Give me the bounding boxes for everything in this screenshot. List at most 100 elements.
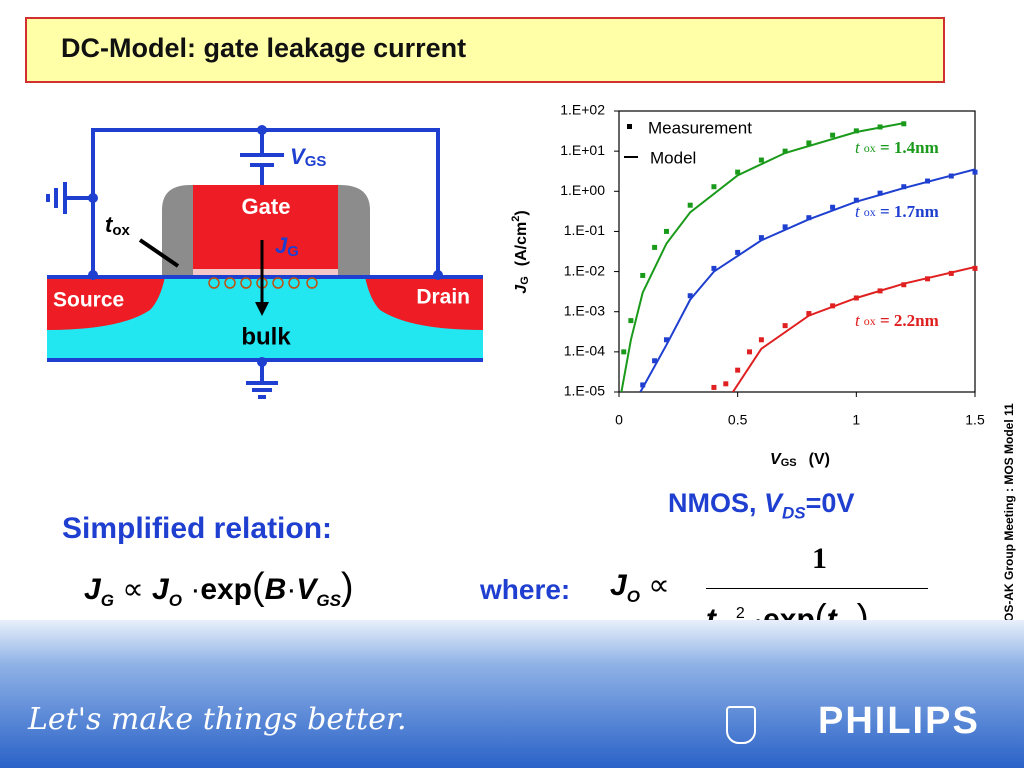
brand: PHILIPS xyxy=(818,700,980,742)
electron xyxy=(208,277,220,289)
y-tick-label: 1.E-04 xyxy=(564,343,605,359)
f-op: · xyxy=(190,573,201,606)
measurement-point xyxy=(758,337,764,343)
series-label-sub: ox xyxy=(864,205,876,219)
f2-op: ∝ xyxy=(648,569,670,602)
tox-t: t xyxy=(105,212,114,237)
source-region xyxy=(47,277,165,330)
measurement-point xyxy=(735,169,741,175)
measurement-point xyxy=(782,224,788,230)
x-tick-label: 1 xyxy=(852,412,860,428)
measurement-point xyxy=(877,124,883,130)
f-paren: ( xyxy=(252,566,265,608)
measurement-point xyxy=(640,272,646,278)
node xyxy=(88,193,98,203)
measurement-point xyxy=(621,349,627,355)
measurement-point xyxy=(830,303,836,309)
f2-num: 1 xyxy=(812,542,827,575)
legend-label: Measurement xyxy=(648,118,752,137)
node xyxy=(433,270,443,280)
vgs-label: VGS xyxy=(290,144,326,170)
footer: Let's make things better. PHILIPS xyxy=(0,620,1024,768)
electron xyxy=(272,277,284,289)
measurement-point xyxy=(687,293,693,299)
measurement-point xyxy=(782,323,788,329)
measurement-point xyxy=(652,358,658,364)
measurement-point xyxy=(948,173,954,179)
measurement-point xyxy=(747,349,753,355)
measurement-point xyxy=(901,121,907,127)
model-line xyxy=(620,122,904,392)
measurement-point xyxy=(711,265,717,271)
series-label-t: t xyxy=(855,311,861,330)
measurement-point xyxy=(853,197,859,203)
side-note: MOS-AK Group Meeting : MOS Model 11 xyxy=(1002,403,1016,632)
measurement-point xyxy=(687,202,693,208)
series-label-value: = 1.4nm xyxy=(876,138,939,157)
f2-sym: J xyxy=(610,569,627,602)
f-sub: G xyxy=(100,591,114,610)
measurement-point xyxy=(711,184,717,190)
plot-frame xyxy=(618,110,976,393)
series-label: t ox = 1.4nm xyxy=(855,138,939,157)
tox-pointer xyxy=(138,238,180,268)
drain-label: Drain xyxy=(416,286,470,309)
vgs-sub: GS xyxy=(305,153,327,170)
measurement-point xyxy=(663,337,669,343)
vgs-v: V xyxy=(290,144,307,169)
measurement-point xyxy=(735,367,741,373)
bulk-label: bulk xyxy=(241,323,291,350)
f-sub: O xyxy=(168,591,182,610)
f-sym: J xyxy=(84,573,101,606)
f2-sym: t xyxy=(827,603,837,636)
measurement-point xyxy=(782,148,788,154)
source-label: Source xyxy=(53,289,124,312)
f-func: exp xyxy=(200,573,253,606)
measurement-point xyxy=(853,128,859,134)
series-label-t: t xyxy=(855,138,861,157)
measurement-point xyxy=(758,157,764,163)
shield-logo xyxy=(726,706,756,744)
tox-label: tox xyxy=(105,212,130,239)
x-tick-label: 0.5 xyxy=(728,412,748,428)
y-tick-label: 1.E+01 xyxy=(560,142,605,158)
f-paren: ) xyxy=(340,566,354,608)
electron xyxy=(306,277,318,289)
transistor-diagram: VGS tox Gate JG Source Drain bulk xyxy=(46,125,483,399)
f2-sup: 2 xyxy=(735,605,745,622)
chart: JG (A/cm2) VGS (V) 1.E-05 1.E-04 1.E-03 1.E-0… xyxy=(510,102,985,469)
slogan: Let's make things better. xyxy=(28,702,407,737)
series-label: t ox = 1.7nm xyxy=(855,202,939,221)
series-label-t: t xyxy=(855,202,861,221)
measurement-point xyxy=(972,169,978,175)
x-label-sub: GS xyxy=(781,457,797,469)
measurement-point xyxy=(640,382,646,388)
y-tick-label: 1.E-02 xyxy=(564,262,605,278)
relation-heading: Simplified relation: xyxy=(62,512,333,545)
series-label-sub: ox xyxy=(864,141,876,155)
measurement-point xyxy=(723,381,729,387)
caption-v: V xyxy=(764,488,783,518)
measurement-point xyxy=(652,244,658,250)
measurement-point xyxy=(830,132,836,138)
electron xyxy=(224,277,236,289)
measurement-point xyxy=(806,140,812,146)
measurement-point xyxy=(735,249,741,255)
measurement-point xyxy=(758,235,764,241)
arrow-head xyxy=(255,302,269,316)
measurement-point xyxy=(628,318,634,324)
f-op: · xyxy=(286,573,297,606)
tox-sub: ox xyxy=(112,222,130,239)
node xyxy=(257,357,267,367)
caption: NMOS, VDS=0V xyxy=(668,488,854,523)
measurement-point xyxy=(806,215,812,221)
legend-label: Model xyxy=(650,148,696,167)
f-sym: V xyxy=(296,573,317,606)
f2-op: · xyxy=(753,603,763,636)
series-label-sub: ox xyxy=(864,314,876,328)
x-tick-label: 0 xyxy=(615,412,623,428)
series-label-value: = 2.2nm xyxy=(876,311,939,330)
electron xyxy=(240,277,252,289)
y-tick-label: 1.E-01 xyxy=(564,222,605,238)
